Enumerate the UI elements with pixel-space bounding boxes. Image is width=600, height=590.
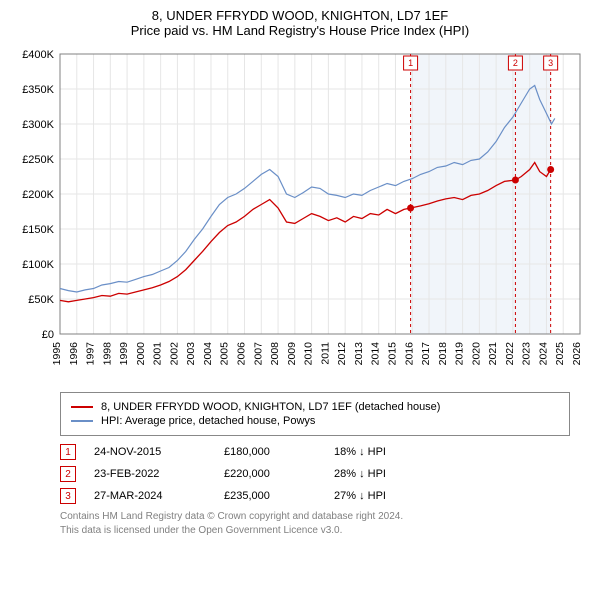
- legend-item: 8, UNDER FFRYDD WOOD, KNIGHTON, LD7 1EF …: [71, 401, 559, 413]
- footnote: Contains HM Land Registry data © Crown c…: [60, 510, 570, 538]
- annotation-pct: 27% ↓ HPI: [334, 490, 454, 502]
- svg-text:£350K: £350K: [22, 84, 54, 96]
- annotation-row: 1 24-NOV-2015£180,00018% ↓ HPI: [60, 444, 570, 460]
- svg-text:2020: 2020: [470, 342, 482, 366]
- svg-text:1: 1: [408, 58, 413, 68]
- svg-text:2011: 2011: [319, 342, 331, 365]
- svg-text:2025: 2025: [554, 342, 566, 366]
- svg-text:£250K: £250K: [22, 154, 54, 166]
- svg-text:2: 2: [513, 58, 518, 68]
- annotation-pct: 28% ↓ HPI: [334, 468, 454, 480]
- chart-subtitle: Price paid vs. HM Land Registry's House …: [10, 23, 590, 38]
- annotation-price: £220,000: [224, 468, 334, 480]
- svg-text:2000: 2000: [135, 342, 147, 366]
- svg-text:2001: 2001: [152, 342, 164, 366]
- chart-svg: £0 £50K £100K £150K £200K £250K £300K £350K £400…: [10, 44, 590, 384]
- annotation-price: £235,000: [224, 490, 334, 502]
- svg-text:2015: 2015: [386, 342, 398, 366]
- svg-text:£0: £0: [42, 329, 54, 341]
- annotation-row: 2 23-FEB-2022£220,00028% ↓ HPI: [60, 466, 570, 482]
- svg-text:2014: 2014: [370, 342, 382, 366]
- annotation-pct: 18% ↓ HPI: [334, 446, 454, 458]
- annotation-row: 3 27-MAR-2024£235,00027% ↓ HPI: [60, 488, 570, 504]
- svg-text:1998: 1998: [101, 342, 113, 366]
- annotation-badge: 2: [60, 466, 76, 482]
- svg-text:2007: 2007: [252, 342, 264, 366]
- annotation-date: 27-MAR-2024: [94, 490, 224, 502]
- svg-text:2018: 2018: [437, 342, 449, 366]
- svg-text:2003: 2003: [185, 342, 197, 366]
- svg-text:2004: 2004: [202, 342, 214, 366]
- svg-text:2012: 2012: [336, 342, 348, 366]
- svg-text:£150K: £150K: [22, 224, 54, 236]
- annotation-date: 24-NOV-2015: [94, 446, 224, 458]
- svg-text:1997: 1997: [85, 342, 97, 366]
- footnote-line-1: Contains HM Land Registry data © Crown c…: [60, 510, 570, 524]
- svg-text:2010: 2010: [303, 342, 315, 366]
- legend-swatch: [71, 420, 93, 422]
- svg-text:£50K: £50K: [28, 294, 54, 306]
- svg-text:1995: 1995: [51, 342, 63, 366]
- svg-text:2013: 2013: [353, 342, 365, 366]
- annotation-date: 23-FEB-2022: [94, 468, 224, 480]
- svg-text:2019: 2019: [454, 342, 466, 366]
- legend: 8, UNDER FFRYDD WOOD, KNIGHTON, LD7 1EF …: [60, 392, 570, 436]
- svg-text:2005: 2005: [219, 342, 231, 366]
- svg-text:2024: 2024: [537, 342, 549, 366]
- svg-text:£100K: £100K: [22, 259, 54, 271]
- svg-text:2026: 2026: [571, 342, 583, 366]
- svg-text:1999: 1999: [118, 342, 130, 366]
- svg-text:£400K: £400K: [22, 49, 54, 61]
- svg-text:2002: 2002: [168, 342, 180, 366]
- annotation-badge: 3: [60, 488, 76, 504]
- legend-label: 8, UNDER FFRYDD WOOD, KNIGHTON, LD7 1EF …: [101, 401, 440, 413]
- svg-text:2009: 2009: [286, 342, 298, 366]
- svg-text:£200K: £200K: [22, 189, 54, 201]
- chart-area: £0 £50K £100K £150K £200K £250K £300K £350K £400…: [10, 44, 590, 384]
- legend-label: HPI: Average price, detached house, Powy…: [101, 415, 315, 427]
- svg-text:2008: 2008: [269, 342, 281, 366]
- svg-text:2016: 2016: [403, 342, 415, 366]
- footnote-line-2: This data is licensed under the Open Gov…: [60, 524, 570, 538]
- svg-text:2023: 2023: [521, 342, 533, 366]
- annotation-badge: 1: [60, 444, 76, 460]
- chart-title: 8, UNDER FFRYDD WOOD, KNIGHTON, LD7 1EF: [10, 8, 590, 23]
- svg-text:2021: 2021: [487, 342, 499, 366]
- svg-text:3: 3: [548, 58, 553, 68]
- legend-item: HPI: Average price, detached house, Powy…: [71, 415, 559, 427]
- annotation-list: 1 24-NOV-2015£180,00018% ↓ HPI 2 23-FEB-202…: [60, 444, 570, 504]
- annotation-price: £180,000: [224, 446, 334, 458]
- svg-text:2006: 2006: [236, 342, 248, 366]
- svg-text:1996: 1996: [68, 342, 80, 366]
- legend-swatch: [71, 406, 93, 408]
- svg-text:£300K: £300K: [22, 119, 54, 131]
- svg-text:2022: 2022: [504, 342, 516, 366]
- svg-text:2017: 2017: [420, 342, 432, 366]
